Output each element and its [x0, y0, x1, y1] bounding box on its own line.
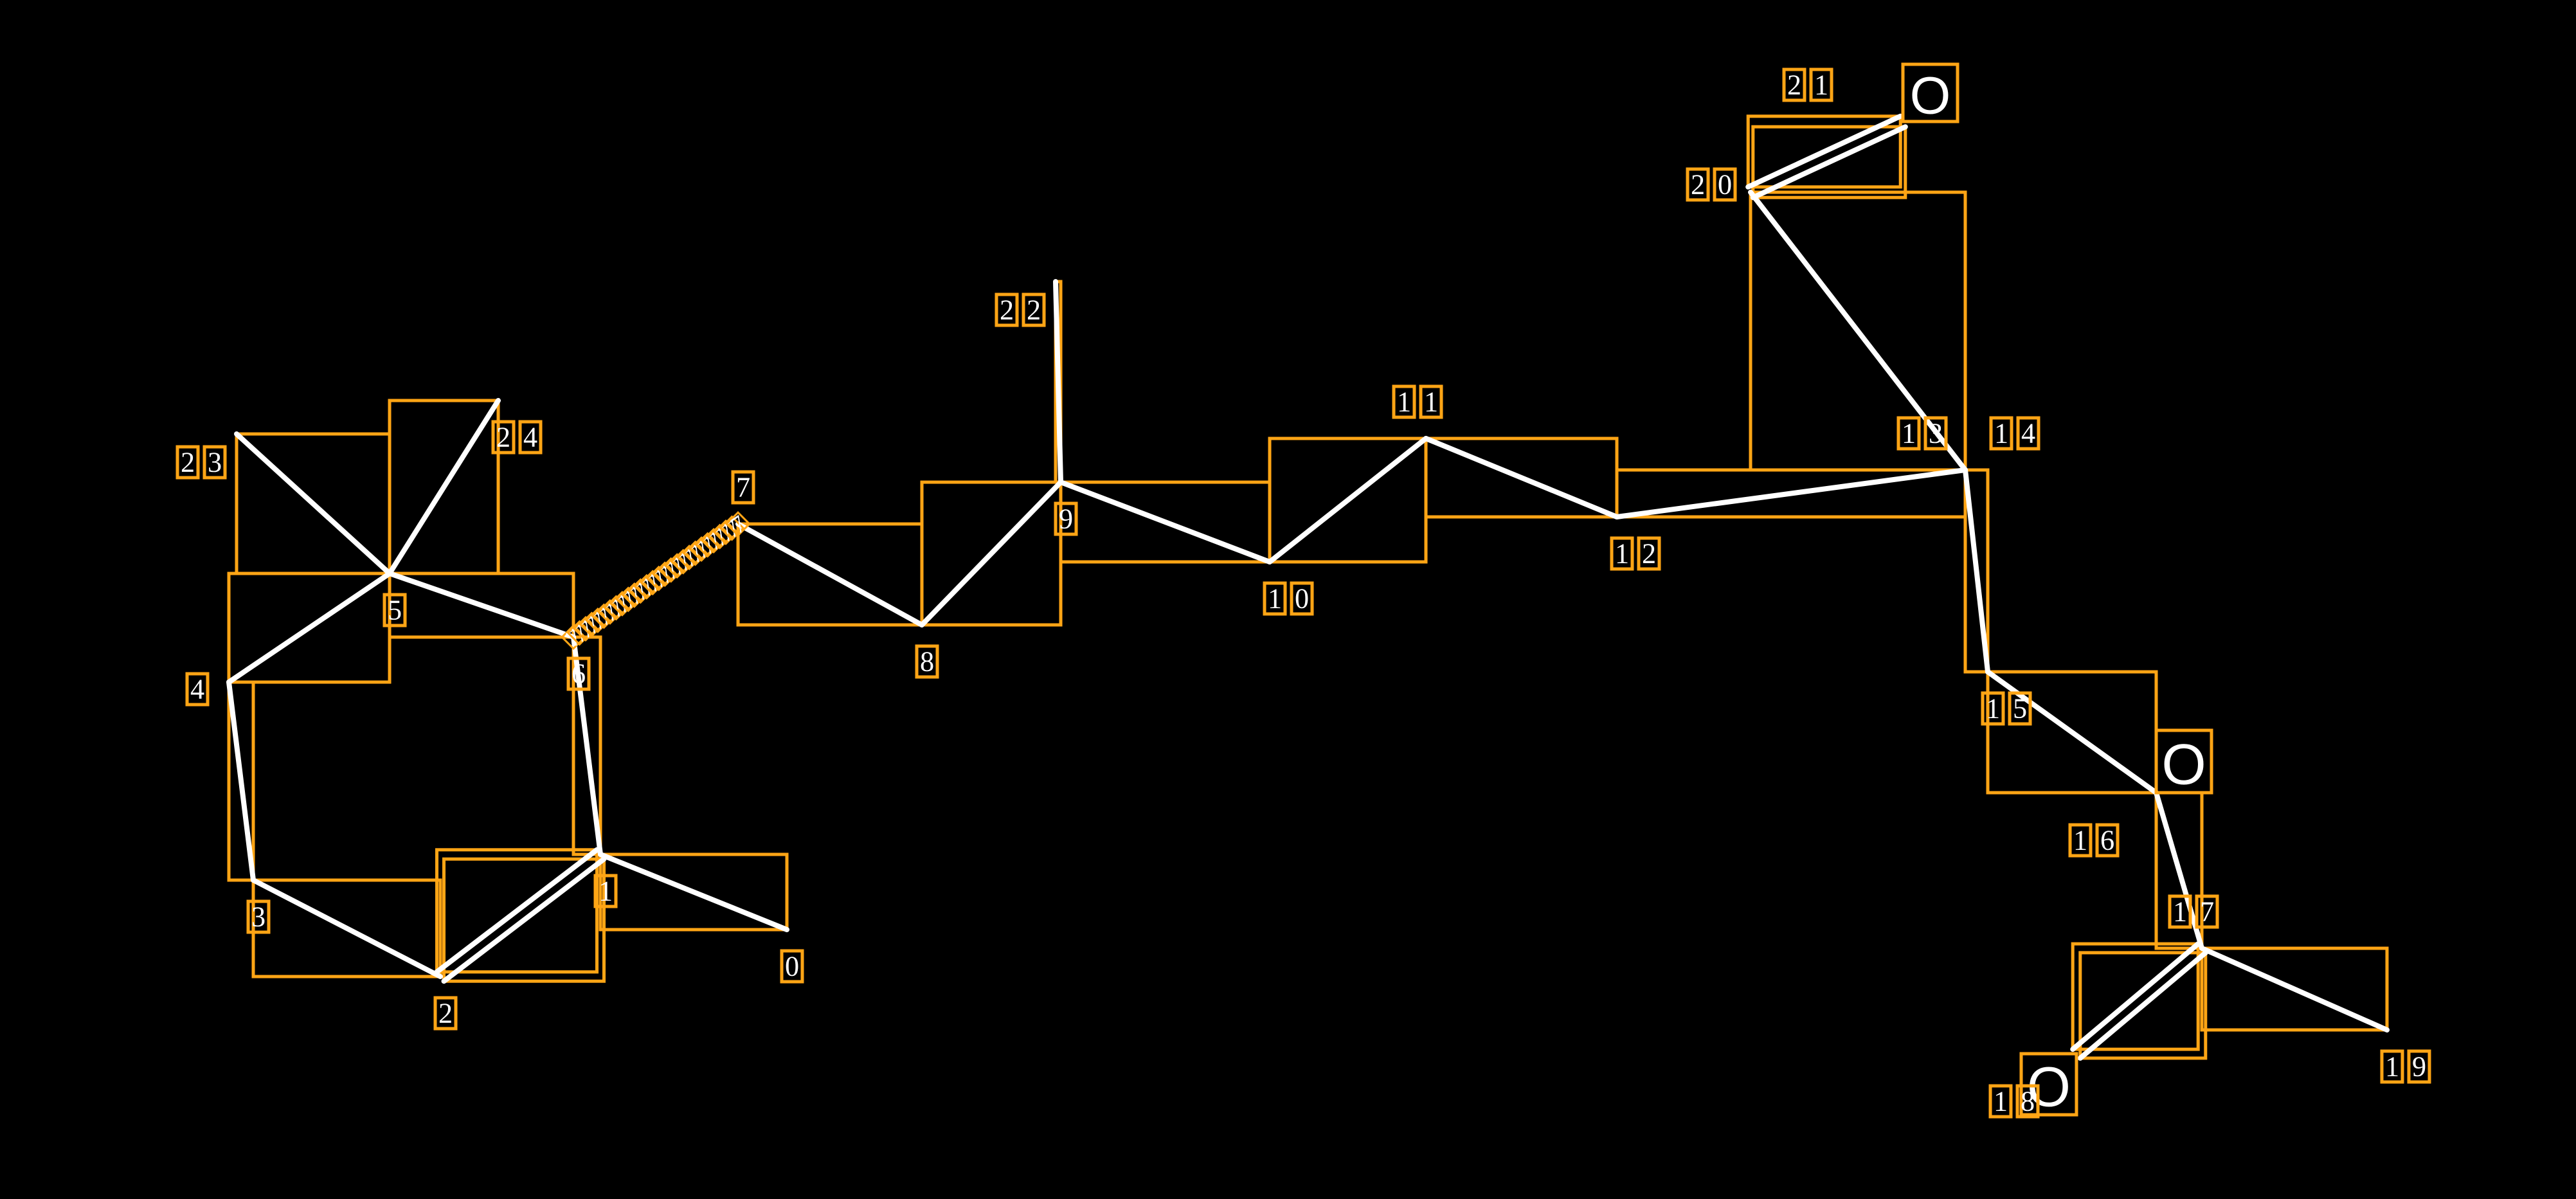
svg-text:9: 9 [2412, 1050, 2426, 1082]
svg-text:7: 7 [736, 471, 750, 503]
svg-text:1: 1 [1994, 1085, 2008, 1117]
svg-text:3: 3 [1929, 417, 1943, 449]
svg-text:7: 7 [2200, 896, 2214, 927]
svg-text:2: 2 [1642, 537, 1656, 569]
svg-text:6: 6 [572, 658, 586, 689]
svg-text:3: 3 [208, 446, 222, 478]
svg-text:2: 2 [438, 997, 453, 1029]
svg-text:0: 0 [1295, 582, 1309, 614]
svg-text:O: O [1910, 67, 1951, 125]
svg-text:2: 2 [1787, 69, 1801, 100]
svg-text:2: 2 [181, 446, 195, 478]
svg-text:9: 9 [1059, 503, 1073, 534]
svg-text:1: 1 [1268, 582, 1282, 614]
svg-text:8: 8 [920, 645, 934, 677]
svg-text:1: 1 [1986, 692, 2000, 724]
svg-text:1: 1 [1615, 537, 1629, 569]
svg-text:2: 2 [1000, 294, 1014, 325]
svg-text:1: 1 [2385, 1050, 2399, 1082]
svg-text:1: 1 [599, 875, 613, 906]
svg-text:1: 1 [1814, 69, 1828, 100]
svg-text:4: 4 [2021, 417, 2035, 449]
svg-text:1: 1 [2173, 896, 2187, 927]
svg-text:8: 8 [2021, 1085, 2035, 1117]
svg-text:1: 1 [1424, 386, 1438, 417]
svg-text:2: 2 [1027, 294, 1041, 325]
svg-text:5: 5 [2013, 692, 2027, 724]
svg-text:6: 6 [2100, 824, 2114, 856]
svg-text:O: O [2161, 732, 2206, 796]
svg-text:4: 4 [190, 673, 204, 705]
svg-text:5: 5 [388, 594, 402, 626]
svg-text:1: 1 [1902, 417, 1916, 449]
svg-text:0: 0 [1718, 168, 1732, 200]
svg-text:0: 0 [785, 950, 799, 982]
svg-text:1: 1 [1994, 417, 2008, 449]
svg-text:2: 2 [1691, 168, 1705, 200]
svg-text:4: 4 [523, 421, 537, 453]
svg-text:2: 2 [496, 421, 510, 453]
svg-text:3: 3 [251, 901, 266, 932]
svg-text:1: 1 [1397, 386, 1411, 417]
svg-text:1: 1 [2073, 824, 2087, 856]
